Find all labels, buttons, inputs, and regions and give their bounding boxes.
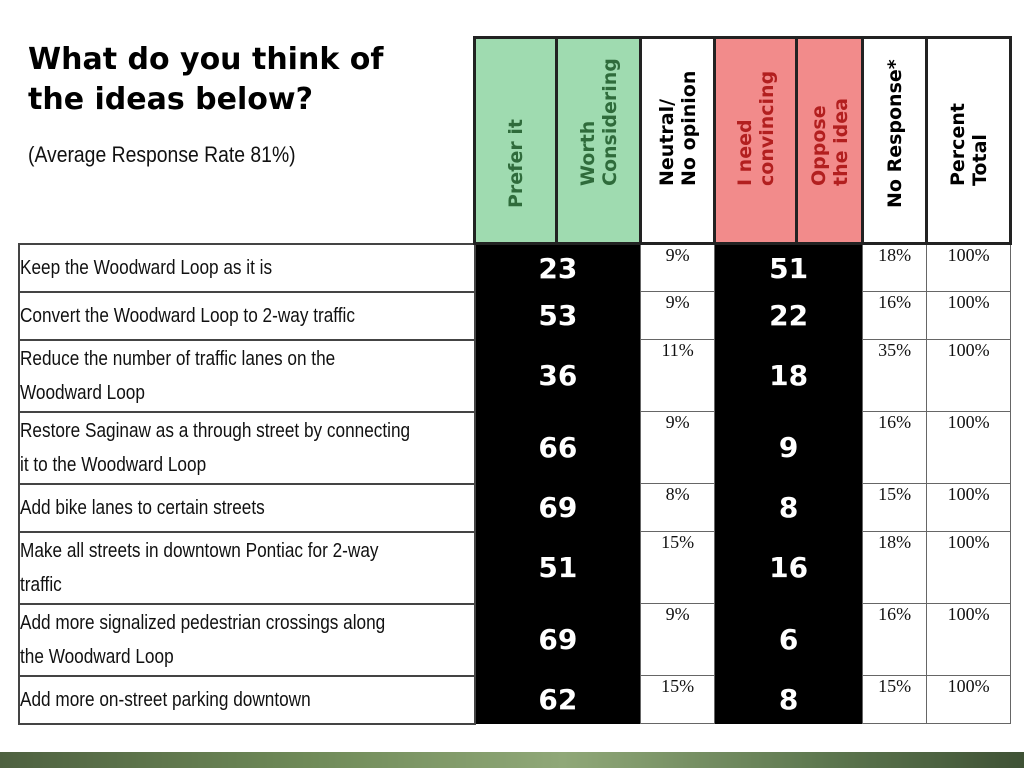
no-response-value: 15% [862,675,928,724]
neutral-value: 11% [640,339,716,412]
row-label: Keep the Woodward Loop as it is [18,242,476,293]
table-row: Add more signalized pedestrian crossings… [18,602,1012,677]
col-convince-label: I need convincing [733,70,778,186]
col-oppose-header: Oppose the idea [795,36,865,245]
favor-value: 66 [474,411,641,484]
subtitle: (Average Response Rate 81%) [28,142,296,167]
neutral-value: 9% [640,291,716,340]
col-noresponse-label: No Response* [883,59,906,208]
favor-value: 53 [474,291,641,340]
favor-value: 69 [474,603,641,676]
col-total-header: Percent Total [925,36,1013,245]
row-label: Add more on-street parking downtown [18,674,476,725]
total-value: 100% [926,603,1012,676]
table-row: Keep the Woodward Loop as it is 23 9% 51… [18,242,1012,293]
page-title: What do you think of the ideas below? [28,42,384,117]
row-label: Convert the Woodward Loop to 2-way traff… [18,290,476,341]
table-row: Make all streets in downtown Pontiac for… [18,530,1012,605]
favor-value: 62 [474,675,641,724]
col-worth-label: Worth Considering [576,58,621,186]
favor-value: 69 [474,483,641,532]
no-response-value: 18% [862,531,928,604]
against-value: 22 [714,291,863,340]
against-value: 18 [714,339,863,412]
no-response-value: 16% [862,411,928,484]
footer-band [0,752,1024,768]
table-row: Add bike lanes to certain streets 69 8% … [18,482,1012,533]
against-value: 9 [714,411,863,484]
col-prefer-header: Prefer it [473,36,559,245]
neutral-value: 15% [640,675,716,724]
favor-value: 23 [474,243,641,292]
neutral-value: 8% [640,483,716,532]
no-response-value: 16% [862,603,928,676]
no-response-value: 35% [862,339,928,412]
table-row: Add more on-street parking downtown 62 1… [18,674,1012,725]
against-value: 16 [714,531,863,604]
table-row: Restore Saginaw as a through street by c… [18,410,1012,485]
row-label: Restore Saginaw as a through street by c… [18,410,476,485]
neutral-value: 9% [640,411,716,484]
header-spacer [19,38,475,244]
col-oppose-label: Oppose the idea [807,98,852,186]
against-value: 6 [714,603,863,676]
total-value: 100% [926,483,1012,532]
col-neutral-label: Neutral/ No opinion [655,70,700,186]
col-convince-header: I need convincing [713,36,799,245]
total-value: 100% [926,411,1012,484]
table-row: Reduce the number of traffic lanes on th… [18,338,1012,413]
row-label: Add more signalized pedestrian crossings… [18,602,476,677]
no-response-value: 15% [862,483,928,532]
neutral-value: 15% [640,531,716,604]
row-label: Reduce the number of traffic lanes on th… [18,338,476,413]
col-neutral-header: Neutral/ No opinion [639,36,717,245]
row-label: Make all streets in downtown Pontiac for… [18,530,476,605]
col-prefer-label: Prefer it [504,119,527,208]
col-worth-header: Worth Considering [555,36,643,245]
table-row: Convert the Woodward Loop to 2-way traff… [18,290,1012,341]
neutral-value: 9% [640,243,716,292]
against-value: 8 [714,675,863,724]
header-row: Prefer it Worth Considering Neutral/ No … [19,36,1013,245]
col-total-label: Percent Total [946,103,991,186]
survey-table: Prefer it Worth Considering Neutral/ No … [18,36,1013,725]
total-value: 100% [926,291,1012,340]
total-value: 100% [926,675,1012,724]
no-response-value: 16% [862,291,928,340]
col-noresponse-header: No Response* [861,36,929,245]
against-value: 8 [714,483,863,532]
total-value: 100% [926,243,1012,292]
against-value: 51 [714,243,863,292]
row-label: Add bike lanes to certain streets [18,482,476,533]
favor-value: 36 [474,339,641,412]
no-response-value: 18% [862,243,928,292]
total-value: 100% [926,339,1012,412]
total-value: 100% [926,531,1012,604]
favor-value: 51 [474,531,641,604]
neutral-value: 9% [640,603,716,676]
